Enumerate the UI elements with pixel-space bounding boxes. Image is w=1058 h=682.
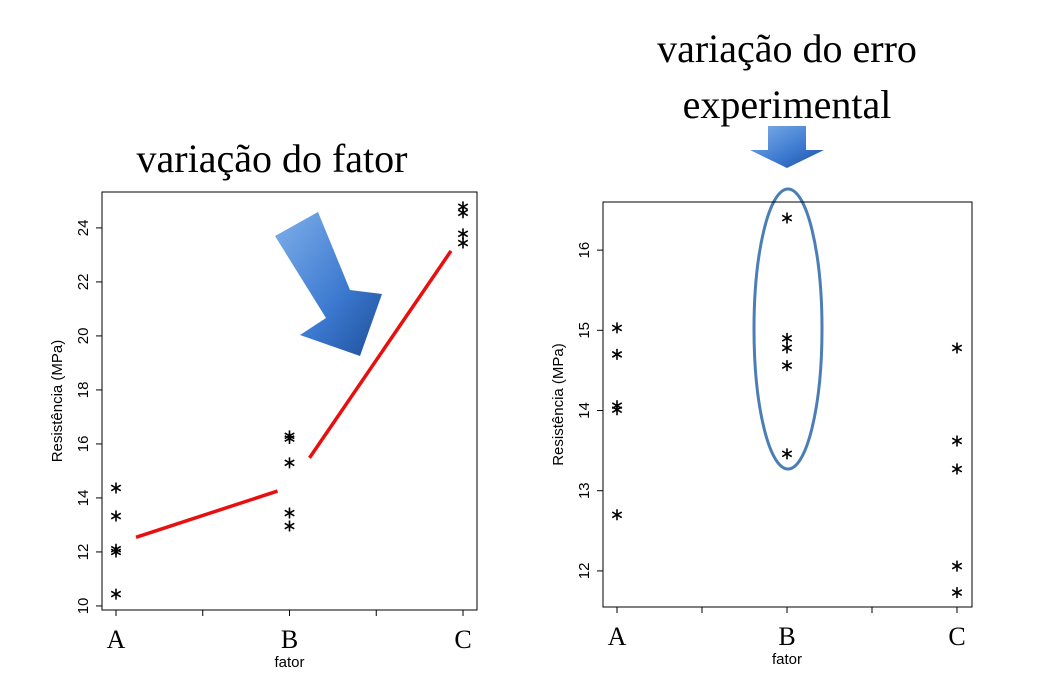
point <box>781 360 793 372</box>
x-tick-label: C <box>948 622 965 651</box>
mean-line <box>135 489 279 539</box>
y-tick-label: 14 <box>576 402 593 419</box>
point <box>284 433 295 445</box>
x-tick-label: A <box>608 622 627 651</box>
mean-line <box>308 249 453 459</box>
point <box>110 588 122 600</box>
point <box>781 332 793 344</box>
y-tick-label: 18 <box>75 382 92 399</box>
point <box>457 228 469 240</box>
point <box>457 207 469 219</box>
point <box>110 546 122 558</box>
y-tick-label: 10 <box>75 598 92 615</box>
point <box>611 322 623 334</box>
point <box>611 348 623 360</box>
point <box>781 212 793 224</box>
x-tick-label: C <box>454 625 471 654</box>
point <box>611 404 623 416</box>
y-axis-label: Resistência (MPa) <box>550 343 567 466</box>
y-tick-label: 14 <box>75 490 92 507</box>
y-tick-label: 20 <box>75 328 92 345</box>
x-axis-label: fator <box>274 654 304 671</box>
y-tick-label: 16 <box>75 436 92 453</box>
plot-frame <box>602 201 973 608</box>
point <box>110 482 122 494</box>
y-tick-label: 22 <box>75 274 92 291</box>
heading: variação do erro <box>657 26 917 71</box>
point <box>284 457 295 469</box>
point <box>951 560 963 572</box>
y-tick-label: 16 <box>576 242 593 259</box>
point <box>951 587 963 599</box>
x-axis-label: fator <box>772 651 802 668</box>
point <box>457 237 469 249</box>
y-axis-label: Resistência (MPa) <box>49 340 66 463</box>
x-tick-label: A <box>107 625 126 654</box>
y-tick-label: 24 <box>75 220 92 237</box>
highlight-ellipse <box>752 187 824 471</box>
point <box>951 463 963 475</box>
point <box>611 509 623 521</box>
y-tick-label: 13 <box>576 482 593 499</box>
x-tick-label: B <box>281 625 298 654</box>
point <box>781 448 793 460</box>
point <box>284 520 295 532</box>
y-tick-label: 15 <box>576 322 593 339</box>
point <box>110 510 122 522</box>
x-tick-label: B <box>778 622 795 651</box>
point <box>781 342 793 354</box>
arrow <box>750 126 824 168</box>
y-tick-label: 12 <box>576 563 593 580</box>
y-tick-label: 12 <box>75 544 92 561</box>
heading: experimental <box>683 82 892 127</box>
heading: variação do fator <box>137 136 408 181</box>
point <box>951 342 963 354</box>
arrow <box>275 212 382 356</box>
point <box>951 435 963 447</box>
point <box>284 507 295 519</box>
